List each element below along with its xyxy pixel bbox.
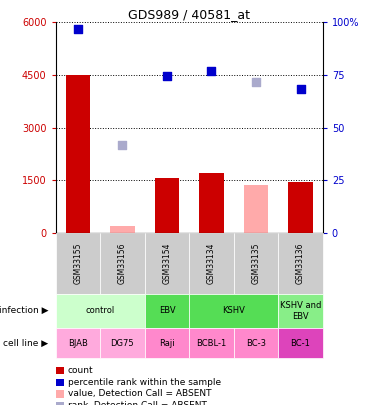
Point: [75, 26, 81, 32]
Text: BJAB: BJAB: [68, 339, 88, 348]
Bar: [199, 173, 224, 233]
Text: control: control: [86, 306, 115, 315]
Text: BCBL-1: BCBL-1: [196, 339, 227, 348]
Text: GSM33155: GSM33155: [73, 243, 82, 284]
Text: BC-1: BC-1: [290, 339, 311, 348]
Point: [298, 86, 303, 92]
Text: KSHV: KSHV: [222, 306, 245, 315]
Point: [209, 68, 214, 75]
Title: GDS989 / 40581_at: GDS989 / 40581_at: [128, 8, 250, 21]
Text: value, Detection Call = ABSENT: value, Detection Call = ABSENT: [68, 390, 211, 399]
Bar: [288, 182, 313, 233]
Bar: [66, 75, 90, 233]
Text: GSM33156: GSM33156: [118, 243, 127, 284]
Bar: [155, 179, 179, 233]
Text: GSM33136: GSM33136: [296, 243, 305, 284]
Text: GSM33154: GSM33154: [162, 243, 171, 284]
Text: cell line ▶: cell line ▶: [3, 339, 48, 348]
Point: [253, 79, 259, 85]
Text: KSHV and
EBV: KSHV and EBV: [280, 301, 321, 320]
Bar: [110, 226, 135, 233]
Text: GSM33134: GSM33134: [207, 243, 216, 284]
Text: BC-3: BC-3: [246, 339, 266, 348]
Text: Raji: Raji: [159, 339, 175, 348]
Bar: [244, 185, 268, 233]
Point: [119, 142, 125, 148]
Text: GSM33135: GSM33135: [252, 243, 260, 284]
Point: [164, 72, 170, 79]
Text: EBV: EBV: [159, 306, 175, 315]
Text: infection ▶: infection ▶: [0, 306, 48, 315]
Text: DG75: DG75: [111, 339, 134, 348]
Text: count: count: [68, 366, 93, 375]
Text: percentile rank within the sample: percentile rank within the sample: [68, 378, 221, 387]
Text: rank, Detection Call = ABSENT: rank, Detection Call = ABSENT: [68, 401, 206, 405]
